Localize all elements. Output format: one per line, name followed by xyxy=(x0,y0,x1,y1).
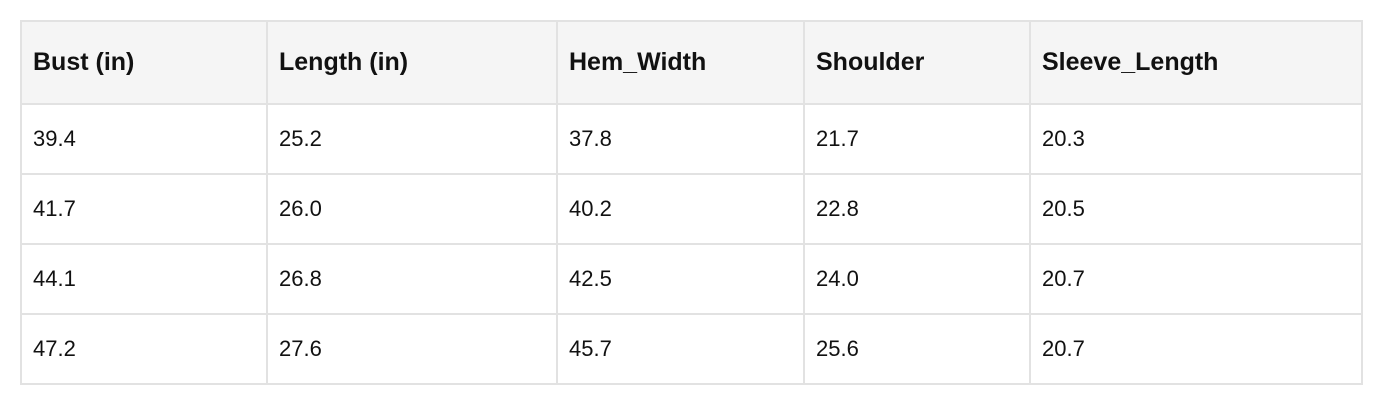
table-cell: 26.8 xyxy=(266,243,558,315)
header-cell: Shoulder xyxy=(803,20,1031,105)
table-row: 44.1 26.8 42.5 24.0 20.7 xyxy=(20,243,1363,315)
table-cell: 21.7 xyxy=(803,103,1031,175)
table-cell: 20.5 xyxy=(1029,173,1363,245)
table-cell: 39.4 xyxy=(20,103,268,175)
data-table: Bust (in) Length (in) Hem_Width Shoulder Sle… xyxy=(20,20,1363,385)
table-cell: 45.7 xyxy=(556,313,805,385)
table-row: 41.7 26.0 40.2 22.8 20.5 xyxy=(20,173,1363,245)
table-cell: 41.7 xyxy=(20,173,268,245)
header-row: Bust (in) Length (in) Hem_Width Shoulder Sle… xyxy=(20,20,1363,105)
table-row: 39.4 25.2 37.8 21.7 20.3 xyxy=(20,103,1363,175)
header-cell: Length (in) xyxy=(266,20,558,105)
table-cell: 47.2 xyxy=(20,313,268,385)
header-cell: Sleeve_Length xyxy=(1029,20,1363,105)
table-cell: 27.6 xyxy=(266,313,558,385)
table-cell: 42.5 xyxy=(556,243,805,315)
table-cell: 24.0 xyxy=(803,243,1031,315)
table-cell: 37.8 xyxy=(556,103,805,175)
header-cell: Hem_Width xyxy=(556,20,805,105)
table-cell: 20.7 xyxy=(1029,313,1363,385)
table-cell: 20.7 xyxy=(1029,243,1363,315)
table-cell: 40.2 xyxy=(556,173,805,245)
table-cell: 25.6 xyxy=(803,313,1031,385)
table-cell: 44.1 xyxy=(20,243,268,315)
table-cell: 22.8 xyxy=(803,173,1031,245)
table-cell: 26.0 xyxy=(266,173,558,245)
header-cell: Bust (in) xyxy=(20,20,268,105)
table-head: Bust (in) Length (in) Hem_Width Shoulder Sle… xyxy=(20,20,1363,105)
table-cell: 25.2 xyxy=(266,103,558,175)
table-cell: 20.3 xyxy=(1029,103,1363,175)
table-row: 47.2 27.6 45.7 25.6 20.7 xyxy=(20,313,1363,385)
table-body: 39.4 25.2 37.8 21.7 20.3 41.7 26.0 40.2 22.8 20.5… xyxy=(20,103,1363,385)
